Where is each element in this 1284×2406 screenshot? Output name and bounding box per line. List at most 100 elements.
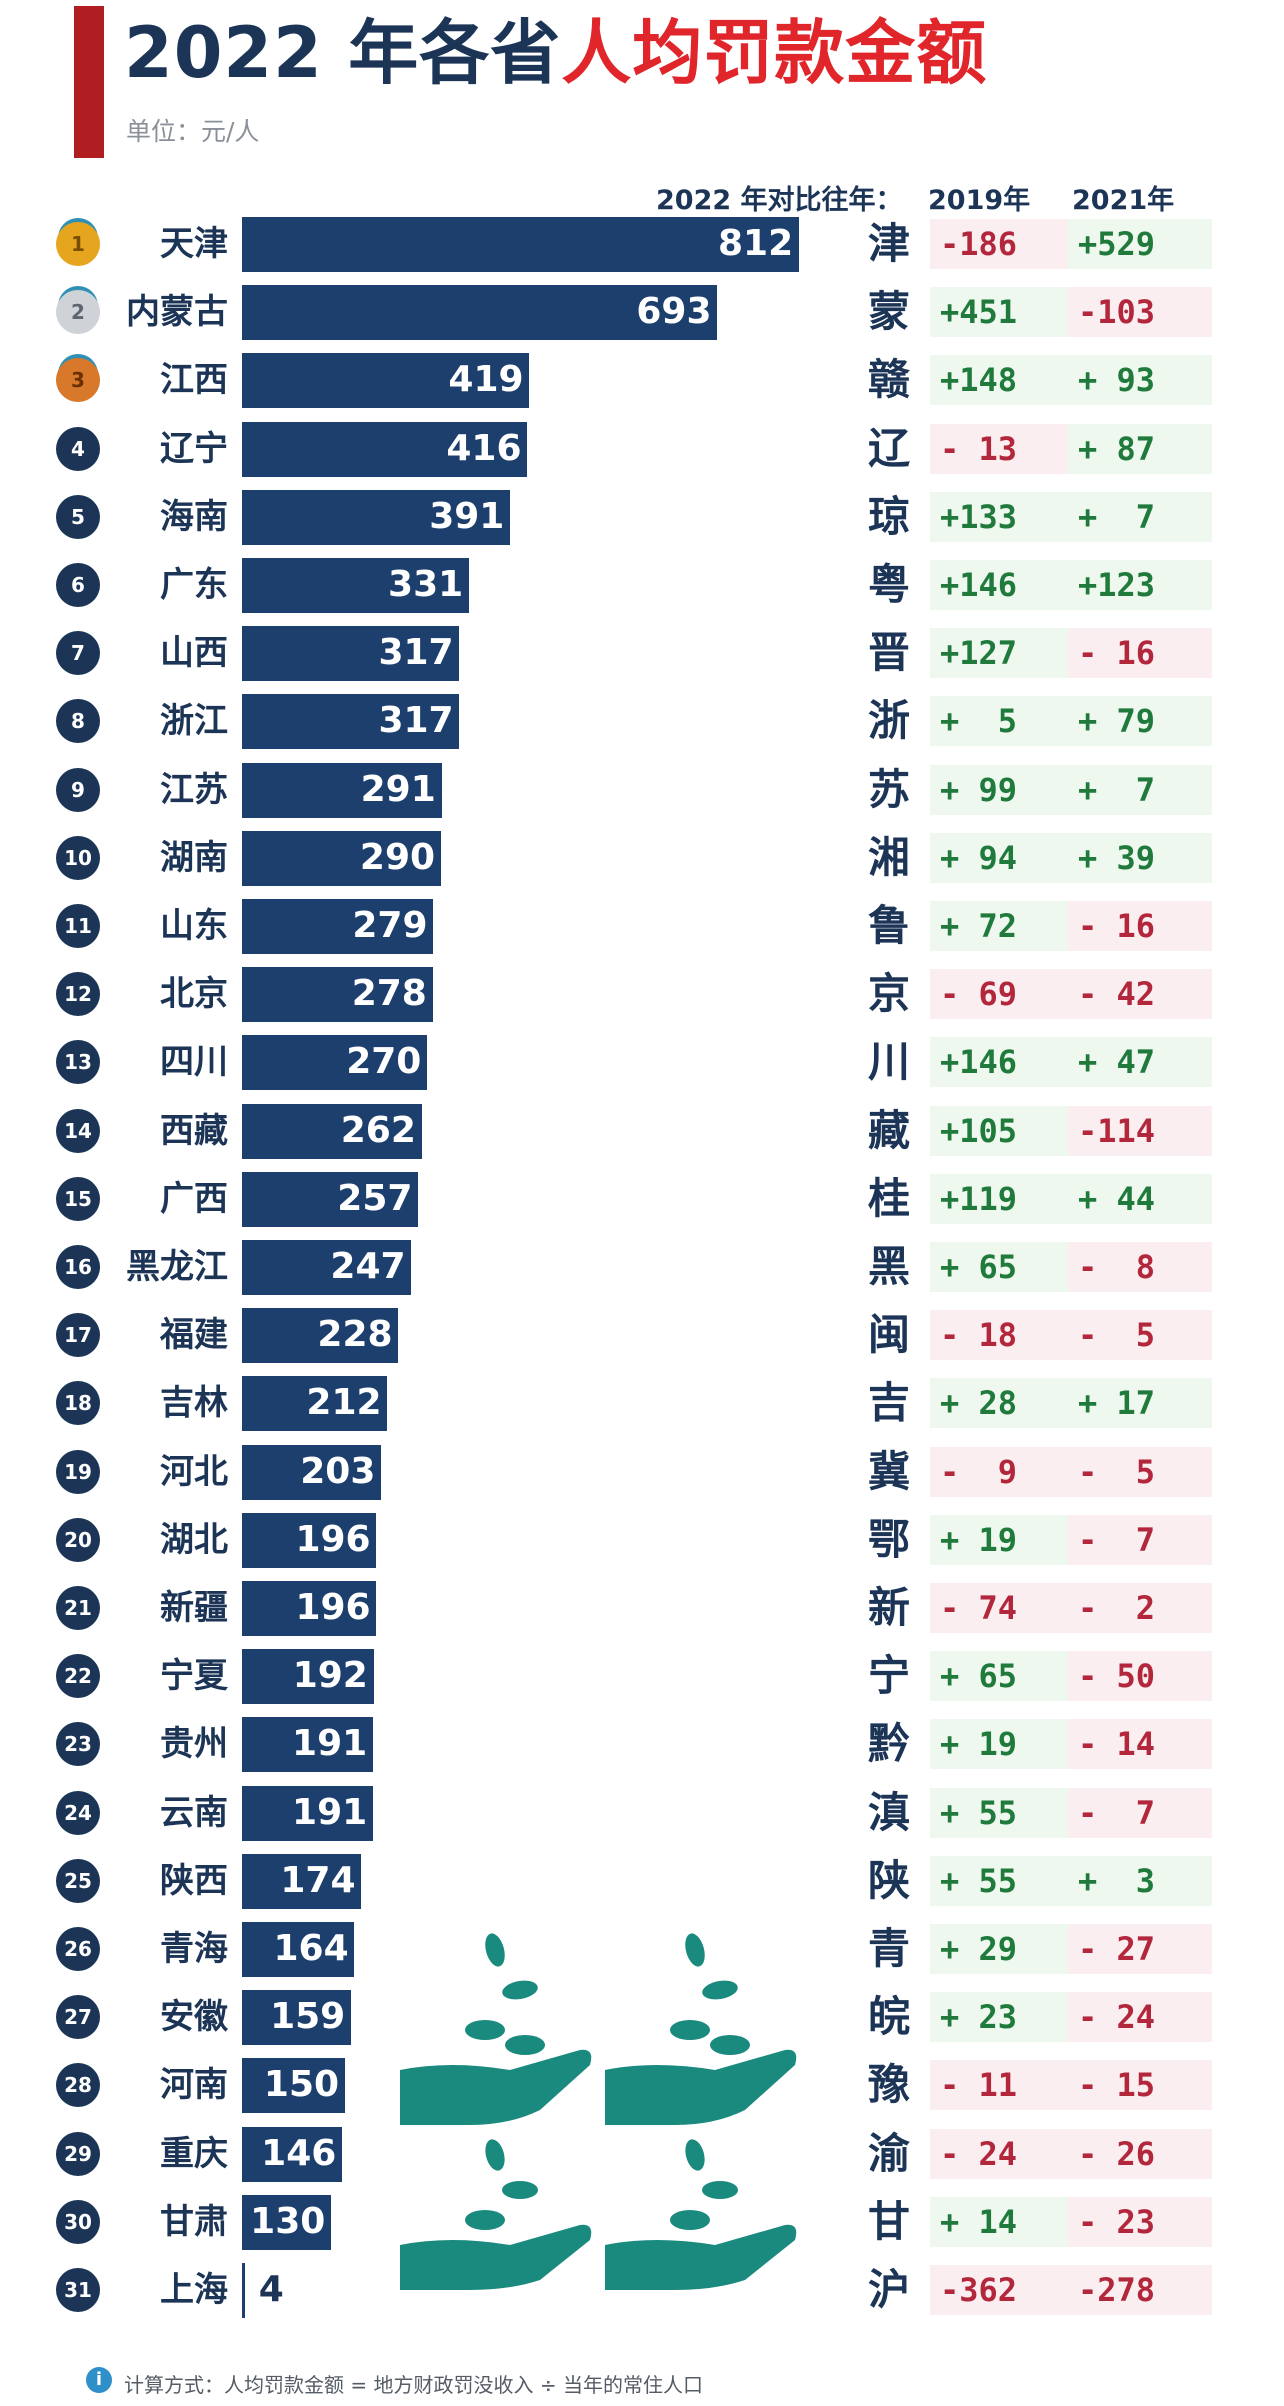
province-abbreviation: 京 (868, 969, 911, 1019)
province-label: 吉林 (160, 1383, 228, 1424)
bar (242, 353, 530, 409)
bar (242, 899, 434, 954)
bar-value-label: 278 (351, 973, 427, 1015)
province-abbreviation: 桂 (868, 1173, 911, 1223)
province-abbreviation: 沪 (868, 2265, 911, 2314)
change-vs-2021: + 44 (1068, 1173, 1212, 1224)
bar (242, 1990, 352, 2046)
table-row: 3 江西 419 赣 +148 + 93 (0, 349, 1284, 411)
bar-value-label: 4 (258, 2269, 284, 2310)
change-vs-2021: -103 (1068, 287, 1212, 338)
province-label: 新疆 (160, 1588, 228, 1628)
bar-value-label: 247 (330, 1246, 406, 1287)
change-vs-2021: + 39 (1068, 832, 1212, 883)
change-vs-2019: - 69 (930, 969, 1072, 1020)
change-vs-2019: + 55 (930, 1855, 1072, 1906)
province-label: 西藏 (160, 1110, 228, 1151)
bar-value-label: 693 (636, 291, 712, 333)
change-vs-2021: - 2 (1068, 1583, 1212, 1633)
bar-value-label: 391 (429, 495, 505, 537)
province-label: 天津 (160, 224, 228, 264)
bar (242, 285, 718, 341)
bar-value-label: 812 (718, 223, 794, 264)
province-abbreviation: 豫 (868, 2060, 911, 2110)
bar (242, 626, 460, 682)
province-label: 广东 (160, 565, 228, 605)
rank-badge: 4 (56, 426, 100, 471)
change-vs-2019: +119 (930, 1173, 1072, 1224)
change-vs-2019: + 19 (930, 1514, 1072, 1565)
province-label: 四川 (160, 1042, 228, 1083)
province-abbreviation: 苏 (868, 764, 911, 814)
bar (242, 217, 799, 272)
table-row: 1 天津 812 津 -186 +529 (0, 213, 1284, 275)
province-abbreviation: 渝 (868, 2128, 911, 2178)
table-row: 24 云南 191 滇 + 55- 7 (0, 1782, 1284, 1844)
change-vs-2019: + 99 (930, 764, 1072, 815)
province-abbreviation: 鲁 (868, 901, 911, 950)
bar (242, 558, 470, 613)
table-row: 9 江苏 291 苏 + 99 + 7 (0, 759, 1284, 821)
bar-value-label: 150 (263, 2064, 340, 2106)
province-abbreviation: 冀 (868, 1446, 911, 1496)
bar (242, 967, 433, 1023)
province-label: 湖北 (160, 1519, 228, 1560)
table-row: 4 辽宁 416 辽 - 13 + 87 (0, 418, 1284, 480)
province-abbreviation: 陕 (868, 1855, 911, 1905)
province-label: 甘肃 (160, 2201, 228, 2242)
title-part-2: 人均罚款金额 (561, 12, 988, 94)
province-label: 贵州 (160, 1724, 228, 1765)
province-abbreviation: 晋 (868, 628, 911, 678)
table-row: 16 黑龙江 247 黑 + 65- 8 (0, 1236, 1284, 1298)
bar-value-label: 331 (388, 564, 464, 605)
change-vs-2021: - 50 (1068, 1651, 1212, 1702)
bar (242, 1308, 399, 1364)
rank-badge: 24 (56, 1790, 100, 1835)
province-abbreviation: 黑 (868, 1242, 911, 1291)
province-label: 山东 (160, 906, 228, 946)
table-row: 10 湖南 290 湘 + 94 + 39 (0, 827, 1284, 889)
province-abbreviation: 藏 (868, 1105, 911, 1155)
bar (242, 1171, 419, 1227)
table-row: 15 广西 257 桂 +119 + 44 (0, 1168, 1284, 1230)
table-row: 31 上海 4 沪 -362 -278 (0, 2259, 1284, 2321)
rank-badge: 15 (56, 1176, 100, 1221)
rank-badge: 5 (56, 494, 100, 539)
change-vs-2021: - 7 (1068, 1514, 1212, 1565)
province-label: 黑龙江 (126, 1247, 228, 1287)
change-vs-2019: +105 (930, 1105, 1072, 1156)
table-row: 12 北京 278 京 - 69- 42 (0, 963, 1284, 1025)
bar-value-label: 228 (317, 1314, 393, 1356)
change-vs-2021: - 14 (1068, 1719, 1212, 1770)
change-vs-2019: + 23 (930, 1992, 1072, 2043)
bar-value-label: 279 (352, 905, 428, 946)
table-row: 19 河北 203 冀 - 9- 5 (0, 1441, 1284, 1503)
table-row: 18 吉林 212 吉 + 28 + 17 (0, 1372, 1284, 1434)
table-row: 27 安徽 159 皖 + 23- 24 (0, 1986, 1284, 2048)
province-abbreviation: 粤 (868, 560, 911, 609)
rank-badge: 3 (56, 358, 100, 403)
change-vs-2021: - 27 (1068, 1924, 1212, 1974)
change-vs-2021: + 79 (1068, 696, 1212, 747)
bar-value-label: 192 (292, 1655, 368, 1697)
province-abbreviation: 辽 (868, 423, 911, 473)
table-row: 21 新疆 196 新 - 74- 2 (0, 1577, 1284, 1639)
province-label: 河南 (160, 2065, 228, 2106)
change-vs-2019: +146 (930, 1037, 1072, 1088)
rank-badge: 12 (56, 972, 100, 1017)
province-label: 重庆 (160, 2133, 228, 2174)
change-vs-2021: + 87 (1068, 423, 1212, 474)
change-vs-2021: - 8 (1068, 1242, 1212, 1292)
change-vs-2019: + 29 (930, 1924, 1072, 1974)
bar-value-label: 191 (292, 1791, 368, 1833)
bar-value-label: 203 (300, 1450, 376, 1492)
change-vs-2021: + 7 (1068, 491, 1212, 542)
change-vs-2021: - 16 (1068, 628, 1212, 679)
bar (242, 1717, 374, 1773)
bar (242, 830, 441, 886)
bar-value-label: 317 (378, 632, 454, 674)
column-header-2021: 2021年 (1072, 185, 1175, 216)
province-label: 湖南 (160, 837, 228, 878)
table-row: 13 四川 270 川 +146 + 47 (0, 1031, 1284, 1093)
province-label: 辽宁 (160, 428, 228, 469)
